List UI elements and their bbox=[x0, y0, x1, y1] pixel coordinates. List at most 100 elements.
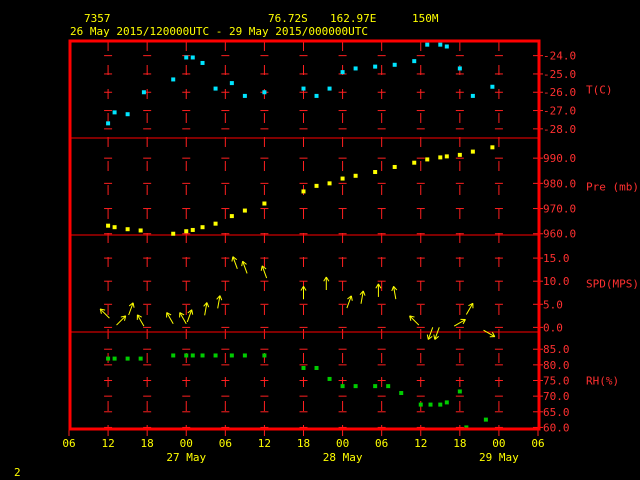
data-point bbox=[184, 353, 189, 358]
wind-arrow-head bbox=[261, 265, 267, 270]
data-point bbox=[213, 353, 218, 358]
data-point bbox=[106, 356, 111, 361]
data-point bbox=[184, 55, 189, 60]
data-point bbox=[242, 208, 247, 213]
wind-arrow bbox=[433, 327, 440, 340]
wind-arrow bbox=[483, 329, 496, 338]
data-point bbox=[138, 228, 143, 233]
station-id: 7357 bbox=[84, 12, 111, 25]
data-point bbox=[314, 365, 319, 370]
y-tick-label: -27.0 bbox=[543, 105, 576, 118]
wind-arrow bbox=[128, 302, 135, 316]
data-point bbox=[340, 384, 345, 389]
wind-arrow-head bbox=[137, 314, 143, 318]
data-point bbox=[229, 353, 234, 358]
data-point bbox=[444, 400, 449, 405]
data-point bbox=[438, 402, 443, 407]
wind-arrow bbox=[231, 256, 238, 269]
panel-label: RH(%) bbox=[586, 375, 619, 388]
data-point bbox=[242, 93, 247, 98]
wind-arrow-head bbox=[203, 302, 208, 307]
data-point bbox=[200, 353, 205, 358]
wind-arrow-head bbox=[242, 260, 247, 265]
data-point bbox=[106, 223, 111, 228]
y-tick-label: 10.0 bbox=[543, 275, 570, 288]
wind-arrow bbox=[465, 302, 474, 315]
data-point bbox=[190, 353, 195, 358]
wind-arrow-shaft bbox=[434, 327, 440, 340]
data-point bbox=[213, 221, 218, 226]
data-point bbox=[444, 154, 449, 159]
wind-arrow-shaft bbox=[242, 261, 248, 274]
time-range: 26 May 2015/120000UTC - 29 May 2015/0000… bbox=[70, 25, 368, 38]
data-point bbox=[412, 160, 417, 165]
station-lon: 162.97E bbox=[330, 12, 376, 25]
wind-arrow-head bbox=[260, 265, 263, 271]
wind-arrow bbox=[166, 312, 174, 325]
data-point bbox=[190, 227, 195, 232]
wind-arrow-shaft bbox=[166, 312, 174, 325]
wind-arrow-head bbox=[325, 276, 330, 282]
data-point bbox=[112, 110, 117, 115]
data-point bbox=[392, 62, 397, 67]
wind-arrow-shaft bbox=[128, 302, 134, 316]
wind-arrow-head bbox=[132, 302, 135, 308]
wind-arrow-head bbox=[323, 276, 327, 282]
data-point bbox=[112, 356, 117, 361]
wind-arrow bbox=[203, 302, 210, 316]
data-point bbox=[438, 42, 443, 47]
wind-arrow-shaft bbox=[393, 286, 397, 300]
wind-arrow-head bbox=[434, 335, 440, 340]
y-tick-label: 15.0 bbox=[543, 252, 570, 265]
y-tick-label: 60.0 bbox=[543, 421, 570, 434]
data-point bbox=[327, 86, 332, 91]
wind-arrow-shaft bbox=[232, 256, 238, 269]
wind-arrow-head bbox=[375, 283, 379, 289]
wind-arrow bbox=[300, 285, 307, 300]
data-point bbox=[412, 59, 417, 64]
wind-arrow-shaft bbox=[346, 295, 352, 309]
wind-arrow-head bbox=[359, 290, 364, 296]
y-tick-label: 990.0 bbox=[543, 152, 576, 165]
data-point bbox=[301, 365, 306, 370]
wind-arrow-head bbox=[232, 256, 238, 261]
data-point bbox=[327, 376, 332, 381]
wind-arrow bbox=[426, 327, 434, 340]
data-point bbox=[141, 90, 146, 95]
wind-arrow-shaft bbox=[465, 303, 474, 315]
data-point bbox=[340, 176, 345, 181]
wind-arrow-head bbox=[100, 308, 106, 311]
x-tick-label: 06 bbox=[531, 437, 544, 450]
x-tick-label: 12 bbox=[414, 437, 427, 450]
wind-arrow-shaft bbox=[261, 265, 268, 279]
panel-label: Pre (mb) bbox=[586, 181, 639, 194]
wind-arrow-head bbox=[187, 309, 193, 314]
wind-arrow-head bbox=[120, 315, 126, 318]
x-tick-label: 06 bbox=[62, 437, 75, 450]
x-tick-label: 12 bbox=[258, 437, 271, 450]
data-point bbox=[373, 384, 378, 389]
y-tick-label: 75.0 bbox=[543, 375, 570, 388]
data-point bbox=[483, 417, 488, 422]
data-point bbox=[138, 356, 143, 361]
x-tick-label: 06 bbox=[375, 437, 388, 450]
x-date-label: 29 May bbox=[479, 451, 519, 464]
wind-arrow-shaft bbox=[427, 327, 434, 340]
wind-arrow-head bbox=[393, 286, 398, 291]
wind-arrow bbox=[241, 260, 248, 274]
wind-arrow-head bbox=[491, 332, 496, 337]
wind-arrow bbox=[186, 309, 194, 323]
data-point bbox=[171, 353, 176, 358]
x-tick-label: 18 bbox=[297, 437, 310, 450]
wind-arrow-head bbox=[303, 285, 307, 291]
data-point bbox=[301, 189, 306, 194]
wind-arrow-head bbox=[427, 335, 433, 340]
data-point bbox=[314, 183, 319, 188]
wind-arrow-shaft bbox=[409, 315, 420, 326]
data-point bbox=[301, 86, 306, 91]
wind-arrow-head bbox=[300, 285, 304, 291]
y-tick-label: -24.0 bbox=[543, 50, 576, 63]
data-point bbox=[106, 121, 111, 126]
data-point bbox=[457, 389, 462, 394]
wind-arrow-head bbox=[166, 312, 172, 316]
